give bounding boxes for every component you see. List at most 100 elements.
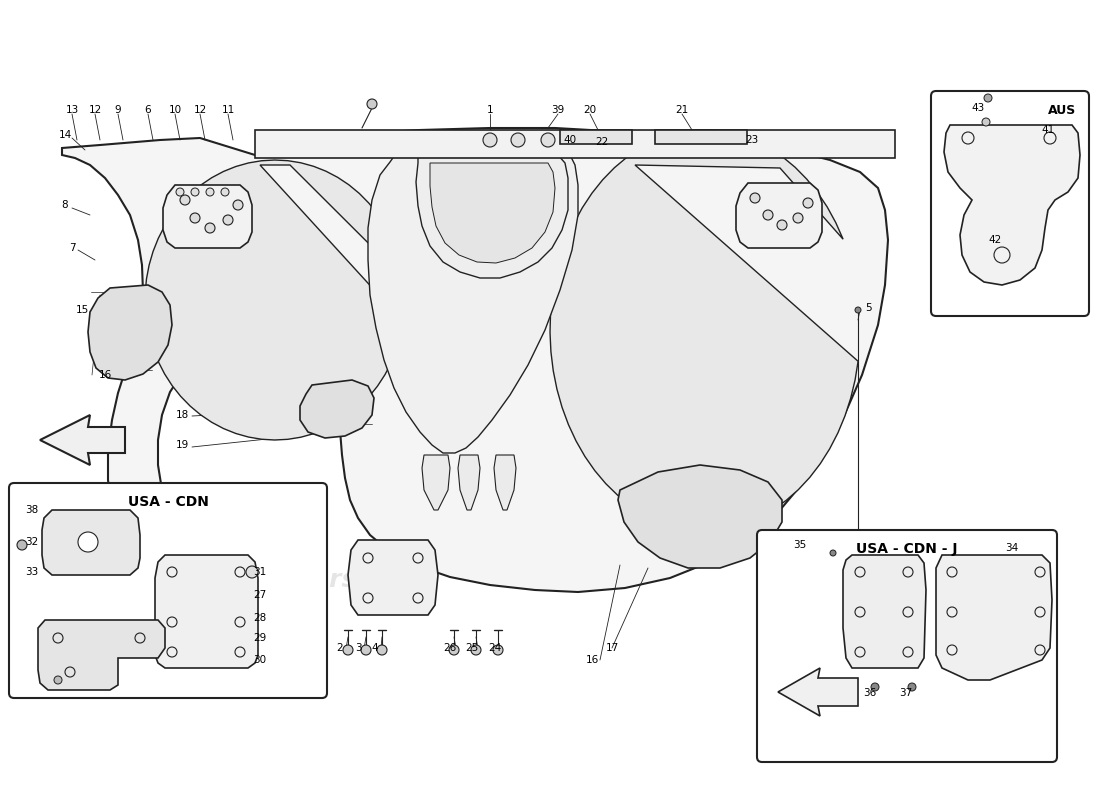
Text: 5: 5: [865, 303, 871, 313]
Text: 18: 18: [175, 410, 188, 420]
Polygon shape: [39, 620, 165, 690]
Text: 39: 39: [551, 105, 564, 115]
Circle shape: [221, 188, 229, 196]
Text: 22: 22: [595, 137, 608, 147]
Polygon shape: [422, 455, 450, 510]
Circle shape: [367, 99, 377, 109]
Circle shape: [803, 198, 813, 208]
Text: AUS: AUS: [1048, 103, 1076, 117]
Text: USA - CDN - J: USA - CDN - J: [856, 542, 958, 556]
Circle shape: [190, 213, 200, 223]
Text: 23: 23: [746, 135, 759, 145]
Text: USA - CDN: USA - CDN: [128, 495, 208, 509]
Text: 1: 1: [486, 105, 493, 115]
Circle shape: [16, 540, 28, 550]
Text: 30: 30: [253, 655, 266, 665]
Text: 4: 4: [372, 643, 378, 653]
Circle shape: [176, 188, 184, 196]
Circle shape: [54, 676, 62, 684]
Text: 31: 31: [253, 567, 266, 577]
Text: 9: 9: [114, 105, 121, 115]
Text: 24: 24: [488, 643, 502, 653]
Polygon shape: [944, 125, 1080, 285]
Polygon shape: [416, 155, 568, 278]
Text: eurosportscars: eurosportscars: [144, 568, 356, 592]
Text: 3: 3: [354, 643, 361, 653]
Text: 12: 12: [88, 105, 101, 115]
Circle shape: [343, 645, 353, 655]
Polygon shape: [145, 160, 404, 440]
Circle shape: [512, 133, 525, 147]
Circle shape: [908, 683, 916, 691]
Circle shape: [763, 210, 773, 220]
FancyBboxPatch shape: [931, 91, 1089, 316]
Text: 35: 35: [793, 540, 806, 550]
Polygon shape: [155, 555, 258, 668]
Polygon shape: [42, 510, 140, 575]
Polygon shape: [936, 555, 1052, 680]
Text: 28: 28: [253, 613, 266, 623]
Polygon shape: [348, 540, 438, 615]
Text: 16: 16: [98, 370, 111, 380]
Text: 21: 21: [675, 105, 689, 115]
Polygon shape: [163, 185, 252, 248]
Polygon shape: [430, 163, 556, 263]
Bar: [560, 130, 632, 144]
Circle shape: [377, 645, 387, 655]
Circle shape: [78, 532, 98, 552]
FancyBboxPatch shape: [757, 530, 1057, 762]
Circle shape: [483, 133, 497, 147]
Circle shape: [205, 223, 214, 233]
Text: 26: 26: [443, 643, 456, 653]
Circle shape: [246, 566, 258, 578]
Text: 29: 29: [253, 633, 266, 643]
Text: 36: 36: [864, 688, 877, 698]
Text: 10: 10: [168, 105, 182, 115]
Circle shape: [855, 307, 861, 313]
Polygon shape: [778, 668, 858, 716]
Circle shape: [180, 195, 190, 205]
Text: 37: 37: [900, 688, 913, 698]
Circle shape: [206, 188, 214, 196]
Circle shape: [777, 220, 786, 230]
Text: 41: 41: [1042, 125, 1055, 135]
Text: 19: 19: [175, 440, 188, 450]
Circle shape: [830, 550, 836, 556]
Text: 12: 12: [194, 105, 207, 115]
Polygon shape: [550, 130, 858, 530]
Circle shape: [493, 645, 503, 655]
Polygon shape: [40, 415, 125, 465]
Circle shape: [982, 118, 990, 126]
Circle shape: [984, 94, 992, 102]
Circle shape: [361, 645, 371, 655]
Text: 17: 17: [605, 643, 618, 653]
Polygon shape: [368, 147, 578, 453]
Polygon shape: [736, 183, 822, 248]
Text: 13: 13: [65, 105, 78, 115]
Text: 20: 20: [583, 105, 596, 115]
Text: 34: 34: [1005, 543, 1019, 553]
Text: 43: 43: [971, 103, 984, 113]
Polygon shape: [494, 455, 516, 510]
Circle shape: [223, 215, 233, 225]
Text: 38: 38: [25, 505, 39, 515]
Text: 8: 8: [62, 200, 68, 210]
Circle shape: [233, 200, 243, 210]
Text: 16: 16: [585, 655, 598, 665]
Text: 14: 14: [58, 130, 72, 140]
Polygon shape: [88, 285, 172, 380]
Circle shape: [541, 133, 556, 147]
Circle shape: [871, 683, 879, 691]
Circle shape: [191, 188, 199, 196]
Text: 25: 25: [465, 643, 478, 653]
Text: 7: 7: [68, 243, 75, 253]
Text: 27: 27: [253, 590, 266, 600]
Circle shape: [793, 213, 803, 223]
Circle shape: [449, 645, 459, 655]
Text: 32: 32: [25, 537, 39, 547]
Polygon shape: [843, 555, 926, 668]
Polygon shape: [62, 128, 888, 612]
Text: 11: 11: [221, 105, 234, 115]
Polygon shape: [458, 455, 480, 510]
Circle shape: [471, 645, 481, 655]
